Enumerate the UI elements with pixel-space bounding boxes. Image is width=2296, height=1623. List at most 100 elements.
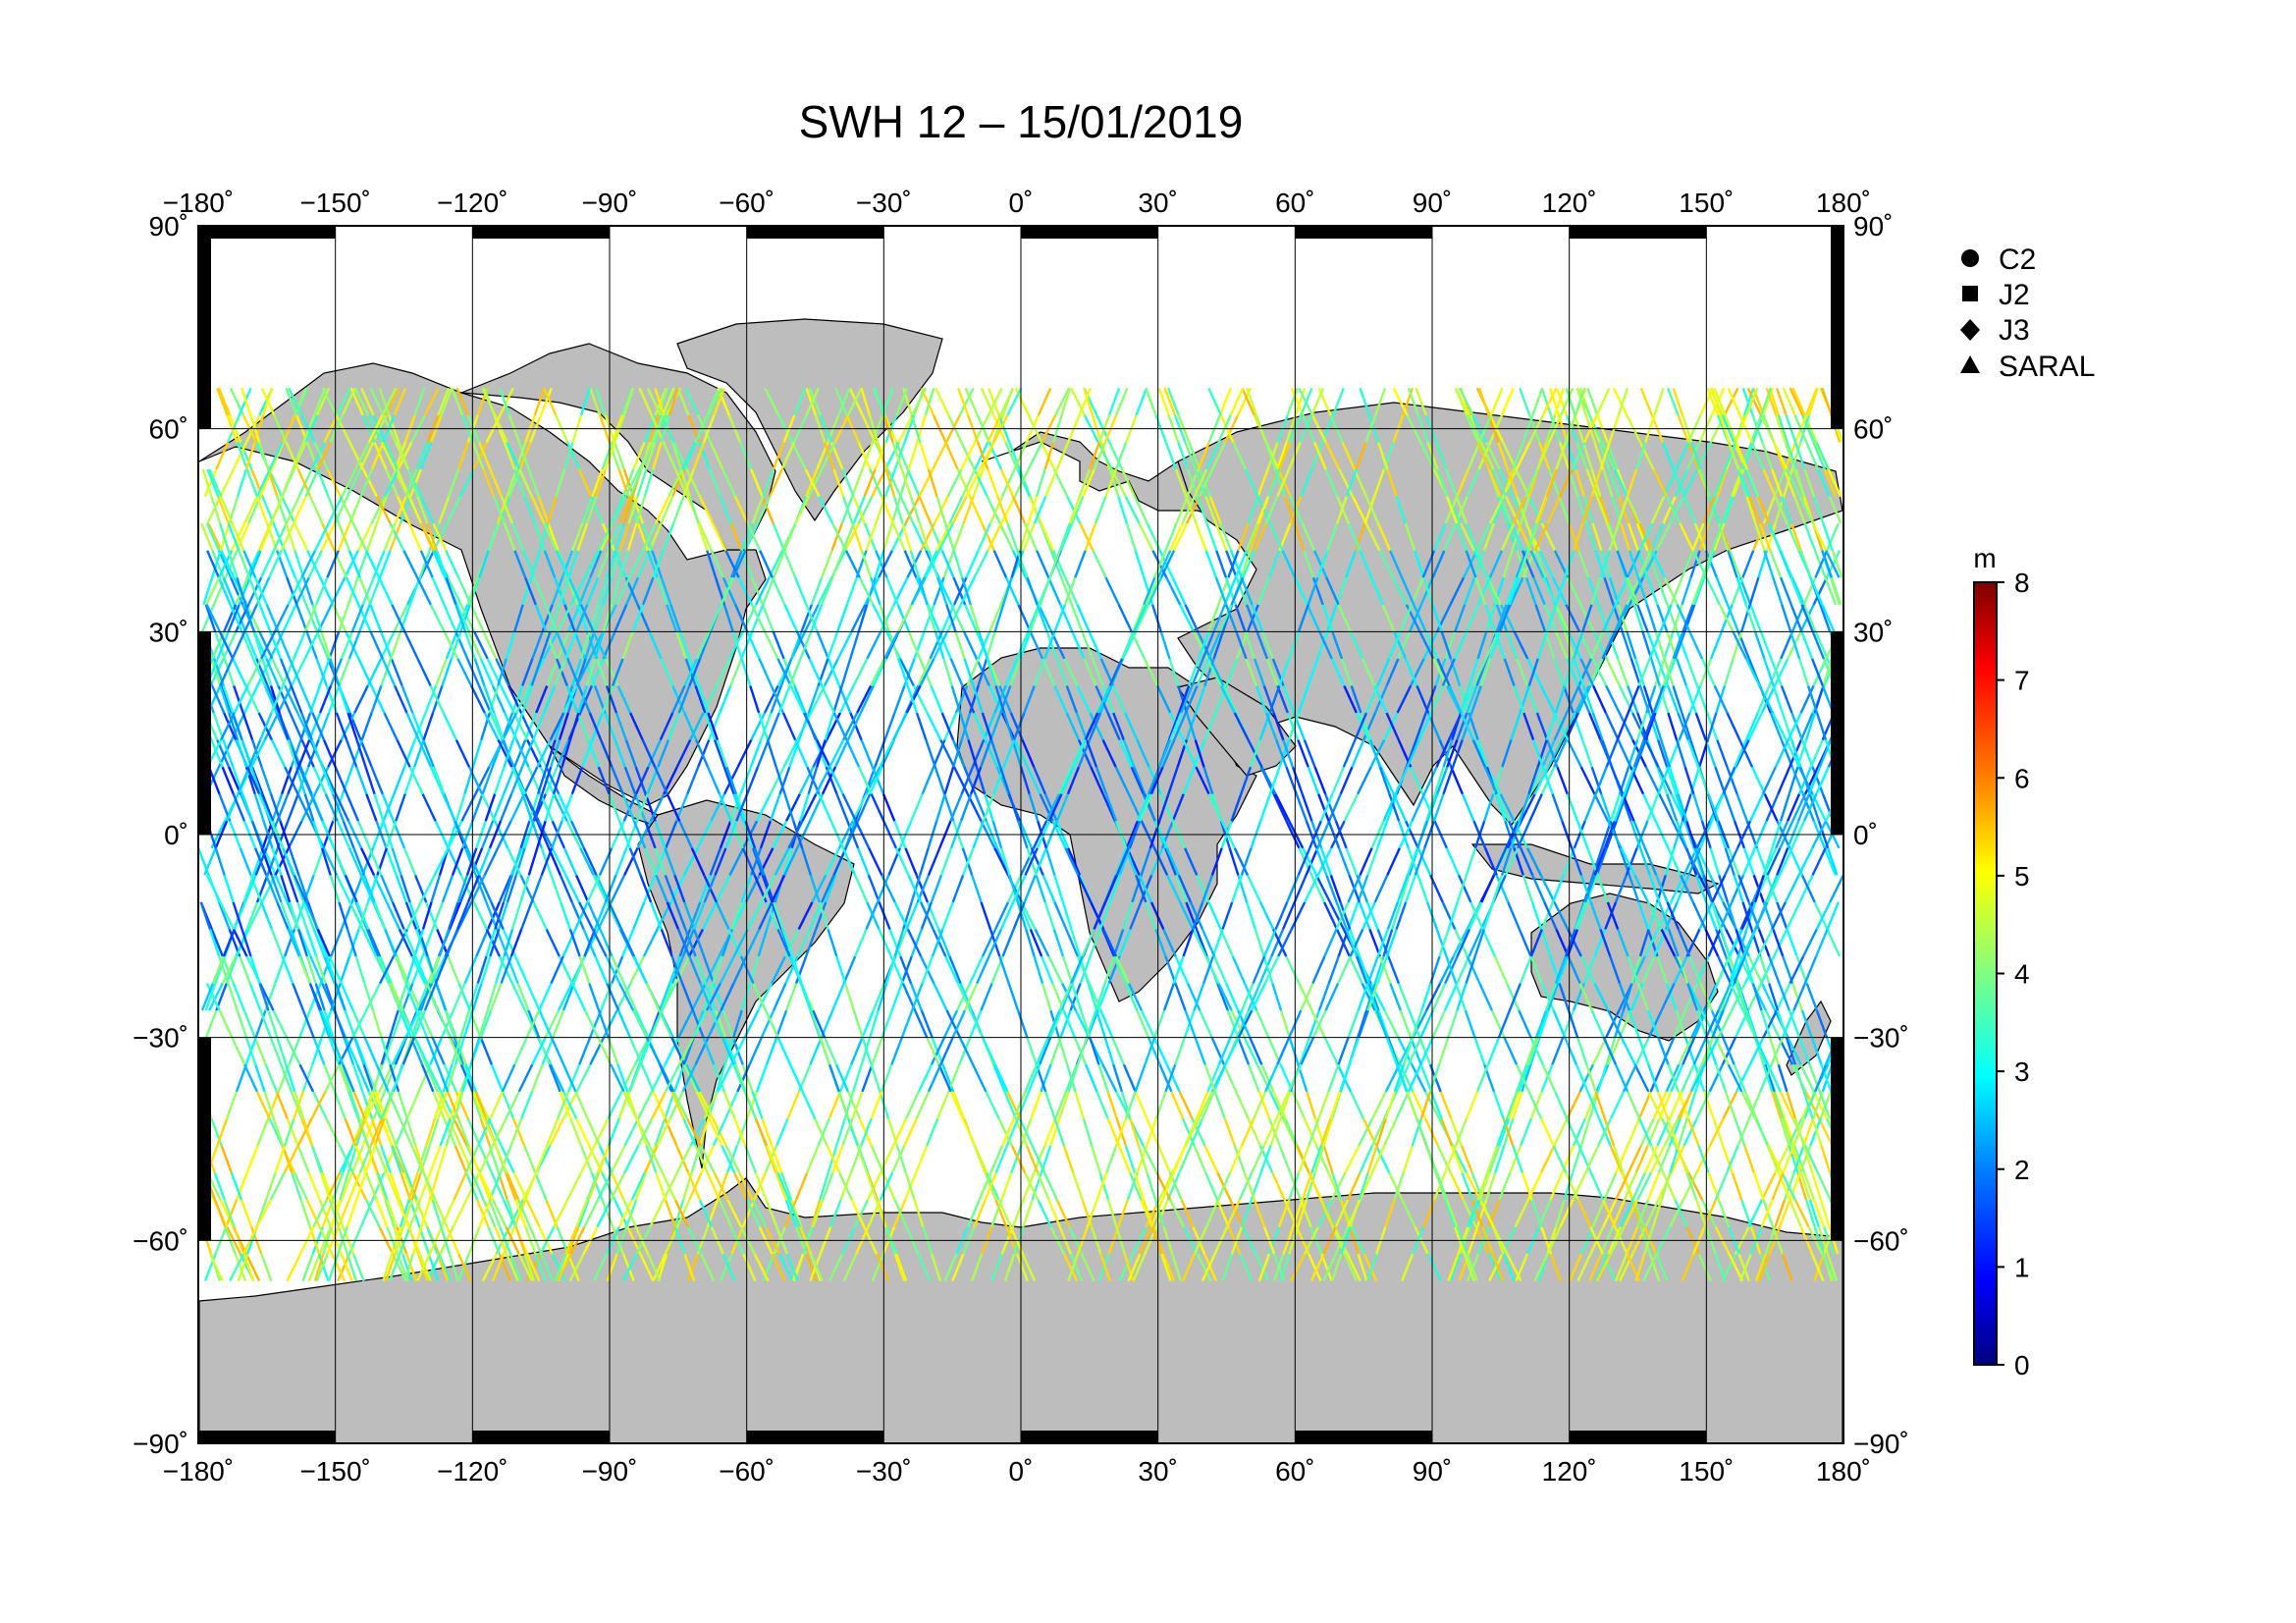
track-segment <box>1812 576 1829 606</box>
track-segment <box>1130 630 1147 660</box>
track-segment <box>454 630 469 660</box>
track-segment <box>1158 550 1174 578</box>
track-segment <box>1069 1253 1084 1282</box>
track-segment <box>245 901 259 930</box>
track-segment <box>331 1172 345 1201</box>
track-segment <box>1111 684 1127 714</box>
track-segment <box>1436 766 1449 795</box>
track-segment <box>772 630 785 660</box>
track-segment <box>1670 1145 1685 1173</box>
track-segment <box>614 1199 629 1228</box>
track-segment <box>1344 1145 1361 1173</box>
track-segment <box>1062 1009 1077 1039</box>
track-segment <box>824 1037 838 1065</box>
track-segment <box>1325 576 1340 606</box>
track-segment <box>1809 1117 1822 1147</box>
track-segment <box>1630 955 1642 984</box>
track-segment <box>1340 658 1353 686</box>
track-segment <box>1281 550 1297 578</box>
track-segment <box>1040 522 1055 552</box>
track-segment <box>1567 928 1582 957</box>
track-segment <box>1152 1037 1168 1065</box>
track-segment <box>1446 739 1459 768</box>
track-segment <box>722 766 735 795</box>
track-segment <box>1268 766 1281 795</box>
track-segment <box>1027 604 1041 632</box>
land-north-america <box>198 362 767 806</box>
track-segment <box>681 1063 697 1093</box>
track-segment <box>1133 496 1148 524</box>
track-segment <box>1188 442 1201 470</box>
track-segment <box>362 1063 375 1093</box>
track-segment <box>1194 739 1205 768</box>
track-segment <box>1272 793 1288 822</box>
track-segment <box>1623 1171 1637 1201</box>
track-segment <box>706 387 721 416</box>
track-segment <box>935 793 946 822</box>
track-segment <box>1682 1037 1696 1065</box>
track-segment <box>1257 1253 1271 1282</box>
track-segment <box>1033 496 1047 524</box>
track-segment <box>1774 1199 1787 1227</box>
track-segment <box>215 441 230 470</box>
track-segment <box>686 766 700 795</box>
track-segment <box>1777 766 1791 795</box>
track-segment <box>1357 983 1369 1011</box>
track-segment <box>1700 1037 1714 1065</box>
track-segment <box>1609 793 1622 822</box>
track-segment <box>828 1253 844 1282</box>
track-segment <box>849 630 860 660</box>
track-segment <box>285 522 296 552</box>
track-segment <box>1458 387 1474 416</box>
track-segment <box>1118 1253 1134 1282</box>
track-segment <box>473 630 489 660</box>
track-segment <box>498 496 511 524</box>
track-segment <box>1707 928 1722 957</box>
track-segment <box>1476 630 1488 660</box>
track-segment <box>718 793 732 822</box>
track-segment <box>1149 901 1165 930</box>
track-segment <box>1037 604 1053 632</box>
track-segment <box>1357 1253 1368 1282</box>
track-segment <box>1628 550 1640 578</box>
track-segment <box>875 550 888 578</box>
track-segment <box>1376 442 1389 470</box>
track-segment <box>1601 630 1617 660</box>
track-segment <box>654 847 667 876</box>
track-segment <box>1033 955 1044 984</box>
track-segment <box>227 604 240 632</box>
track-segment <box>1695 874 1708 903</box>
track-segment <box>1207 604 1220 632</box>
track-segment <box>393 604 409 632</box>
track-segment <box>1175 496 1189 524</box>
track-segment <box>1693 522 1707 552</box>
track-segment <box>315 658 328 686</box>
track-segment <box>281 766 293 795</box>
track-segment <box>1567 739 1582 768</box>
track-segment <box>804 468 821 498</box>
track-segment <box>897 658 909 686</box>
track-segment <box>1408 1009 1421 1039</box>
track-segment <box>899 468 910 497</box>
track-segment <box>244 630 258 660</box>
track-segment <box>1047 1199 1061 1228</box>
track-segment <box>633 793 647 822</box>
track-segment <box>459 1009 471 1039</box>
track-segment <box>1225 983 1240 1011</box>
track-segment <box>510 847 522 876</box>
track-segment <box>414 929 428 957</box>
track-segment <box>225 955 239 984</box>
track-segment <box>1034 847 1047 876</box>
track-segment <box>1497 496 1509 524</box>
track-segment <box>1399 1009 1413 1039</box>
track-segment <box>1174 1037 1186 1065</box>
track-segment <box>1780 630 1794 660</box>
track-segment <box>625 1199 638 1227</box>
track-segment <box>1360 712 1372 740</box>
track-segment <box>1146 1117 1160 1147</box>
track-segment <box>1174 874 1188 903</box>
track-segment <box>1117 1145 1132 1173</box>
track-segment <box>1540 387 1553 416</box>
track-segment <box>1540 1117 1555 1147</box>
track-segment <box>1060 576 1073 606</box>
